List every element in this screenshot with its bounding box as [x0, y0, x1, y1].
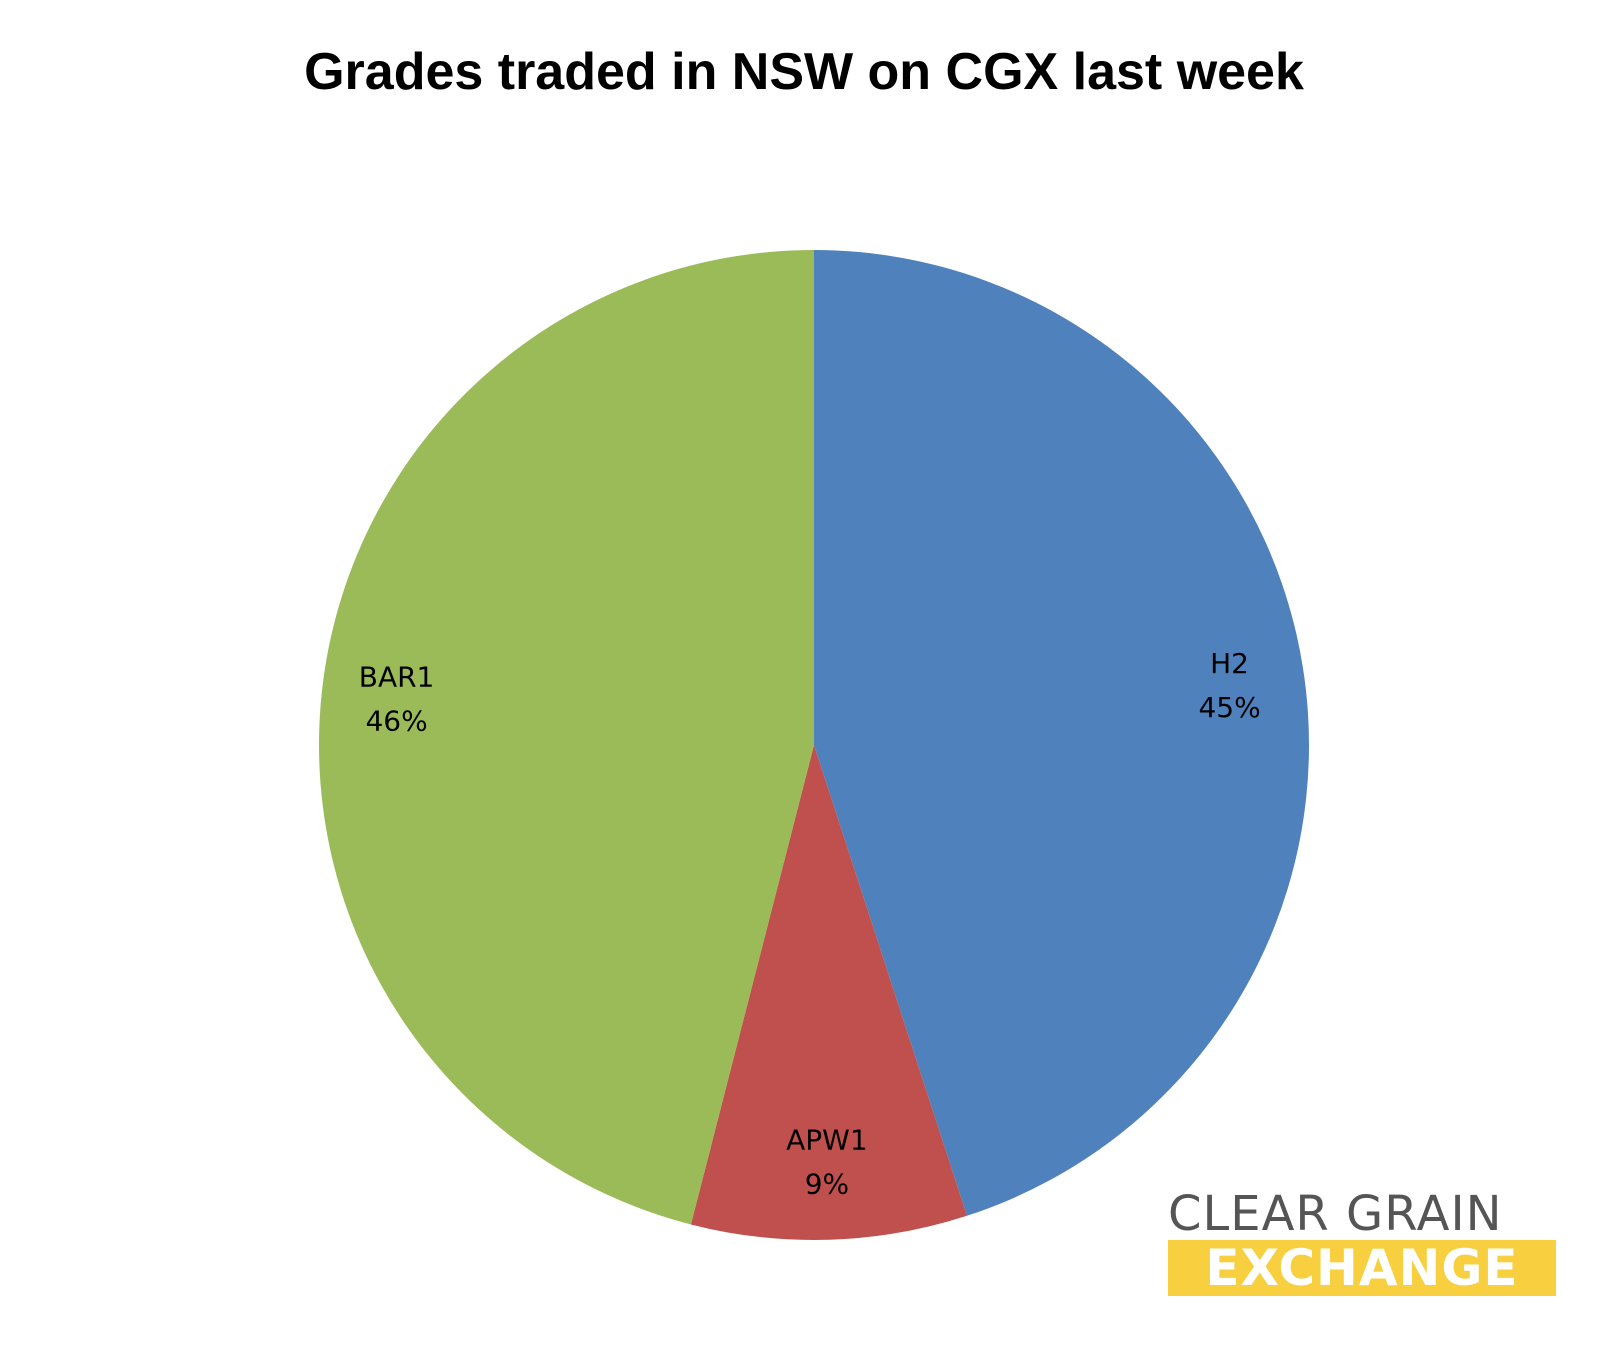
- chart-title: Grades traded in NSW on CGX last week: [304, 43, 1304, 101]
- slice-label-bar1: BAR1: [359, 660, 435, 693]
- slice-value-bar1: 46%: [365, 704, 427, 737]
- logo-line-1: CLEAR GRAIN: [1168, 1186, 1503, 1242]
- pie-slice-h2: [814, 250, 1310, 1216]
- pie-slice-apw1: [690, 745, 967, 1240]
- slice-label-h2: H2: [1210, 647, 1249, 680]
- clear-grain-exchange-logo: CLEAR GRAIN EXCHANGE: [1168, 1188, 1556, 1298]
- slice-value-apw1: 9%: [805, 1168, 849, 1201]
- slice-value-h2: 45%: [1198, 691, 1260, 724]
- pie-slice-bar1: [318, 250, 814, 1225]
- slice-label-apw1: APW1: [786, 1124, 868, 1157]
- logo-line-2: EXCHANGE: [1168, 1240, 1556, 1296]
